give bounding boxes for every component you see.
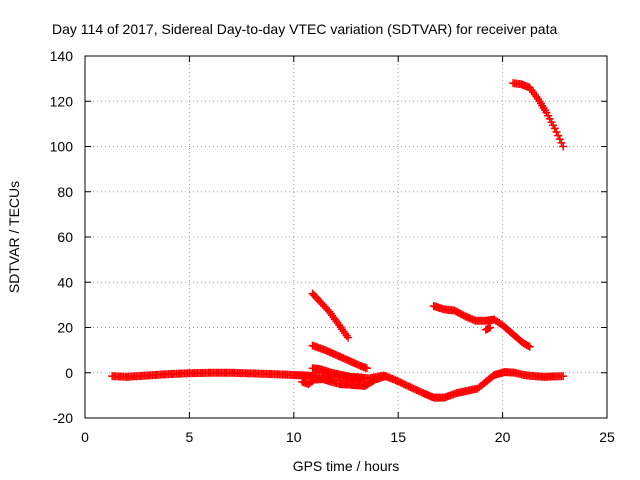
data-point <box>557 138 566 147</box>
data-points <box>108 79 568 402</box>
x-tick-label: 25 <box>599 429 615 445</box>
x-axis-label: GPS time / hours <box>293 458 400 474</box>
series-lower-secondary <box>308 364 367 382</box>
data-point <box>555 135 564 144</box>
y-tick-label: 20 <box>57 320 73 336</box>
data-point <box>358 373 367 382</box>
data-point <box>554 131 563 140</box>
y-tick-label: 40 <box>57 274 73 290</box>
grid-lines <box>85 56 607 418</box>
data-point <box>484 324 493 333</box>
x-tick-label: 20 <box>495 429 511 445</box>
x-tick-label: 15 <box>390 429 406 445</box>
y-tick-label: 100 <box>50 139 74 155</box>
y-tick-label: 80 <box>57 184 73 200</box>
series-baseline-long <box>108 368 568 402</box>
data-point <box>550 124 559 133</box>
data-point <box>486 323 495 332</box>
y-tick-label: 60 <box>57 229 73 245</box>
y-tick-label: 120 <box>50 93 74 109</box>
y-tick-label: 140 <box>50 48 74 64</box>
data-point <box>524 341 533 350</box>
x-tick-label: 5 <box>186 429 194 445</box>
x-tick-label: 0 <box>81 429 89 445</box>
y-axis-label: SDTVAR / TECUs <box>6 181 22 293</box>
series-decay-upper <box>308 289 353 342</box>
series-late-decline <box>509 79 568 151</box>
data-point <box>381 372 390 381</box>
series-decay-mid <box>308 341 371 373</box>
y-tick-label: 0 <box>65 365 73 381</box>
series-dip-segment <box>298 372 390 390</box>
data-point <box>559 372 568 381</box>
plot-frame <box>84 55 608 419</box>
series-evening-dip <box>481 323 495 334</box>
data-point <box>344 333 353 342</box>
x-tick-label: 10 <box>286 429 302 445</box>
y-tick-label: -20 <box>53 410 73 426</box>
data-point <box>552 128 561 137</box>
chart-title: Day 114 of 2017, Sidereal Day-to-day VTE… <box>52 21 557 37</box>
data-point <box>525 342 534 351</box>
data-point <box>559 142 568 151</box>
axis-ticks: 0 5 10 15 20 25 -20 0 20 40 60 80 100 120 140 <box>50 48 615 445</box>
data-point <box>362 364 371 373</box>
series-evening-arc <box>429 302 534 351</box>
